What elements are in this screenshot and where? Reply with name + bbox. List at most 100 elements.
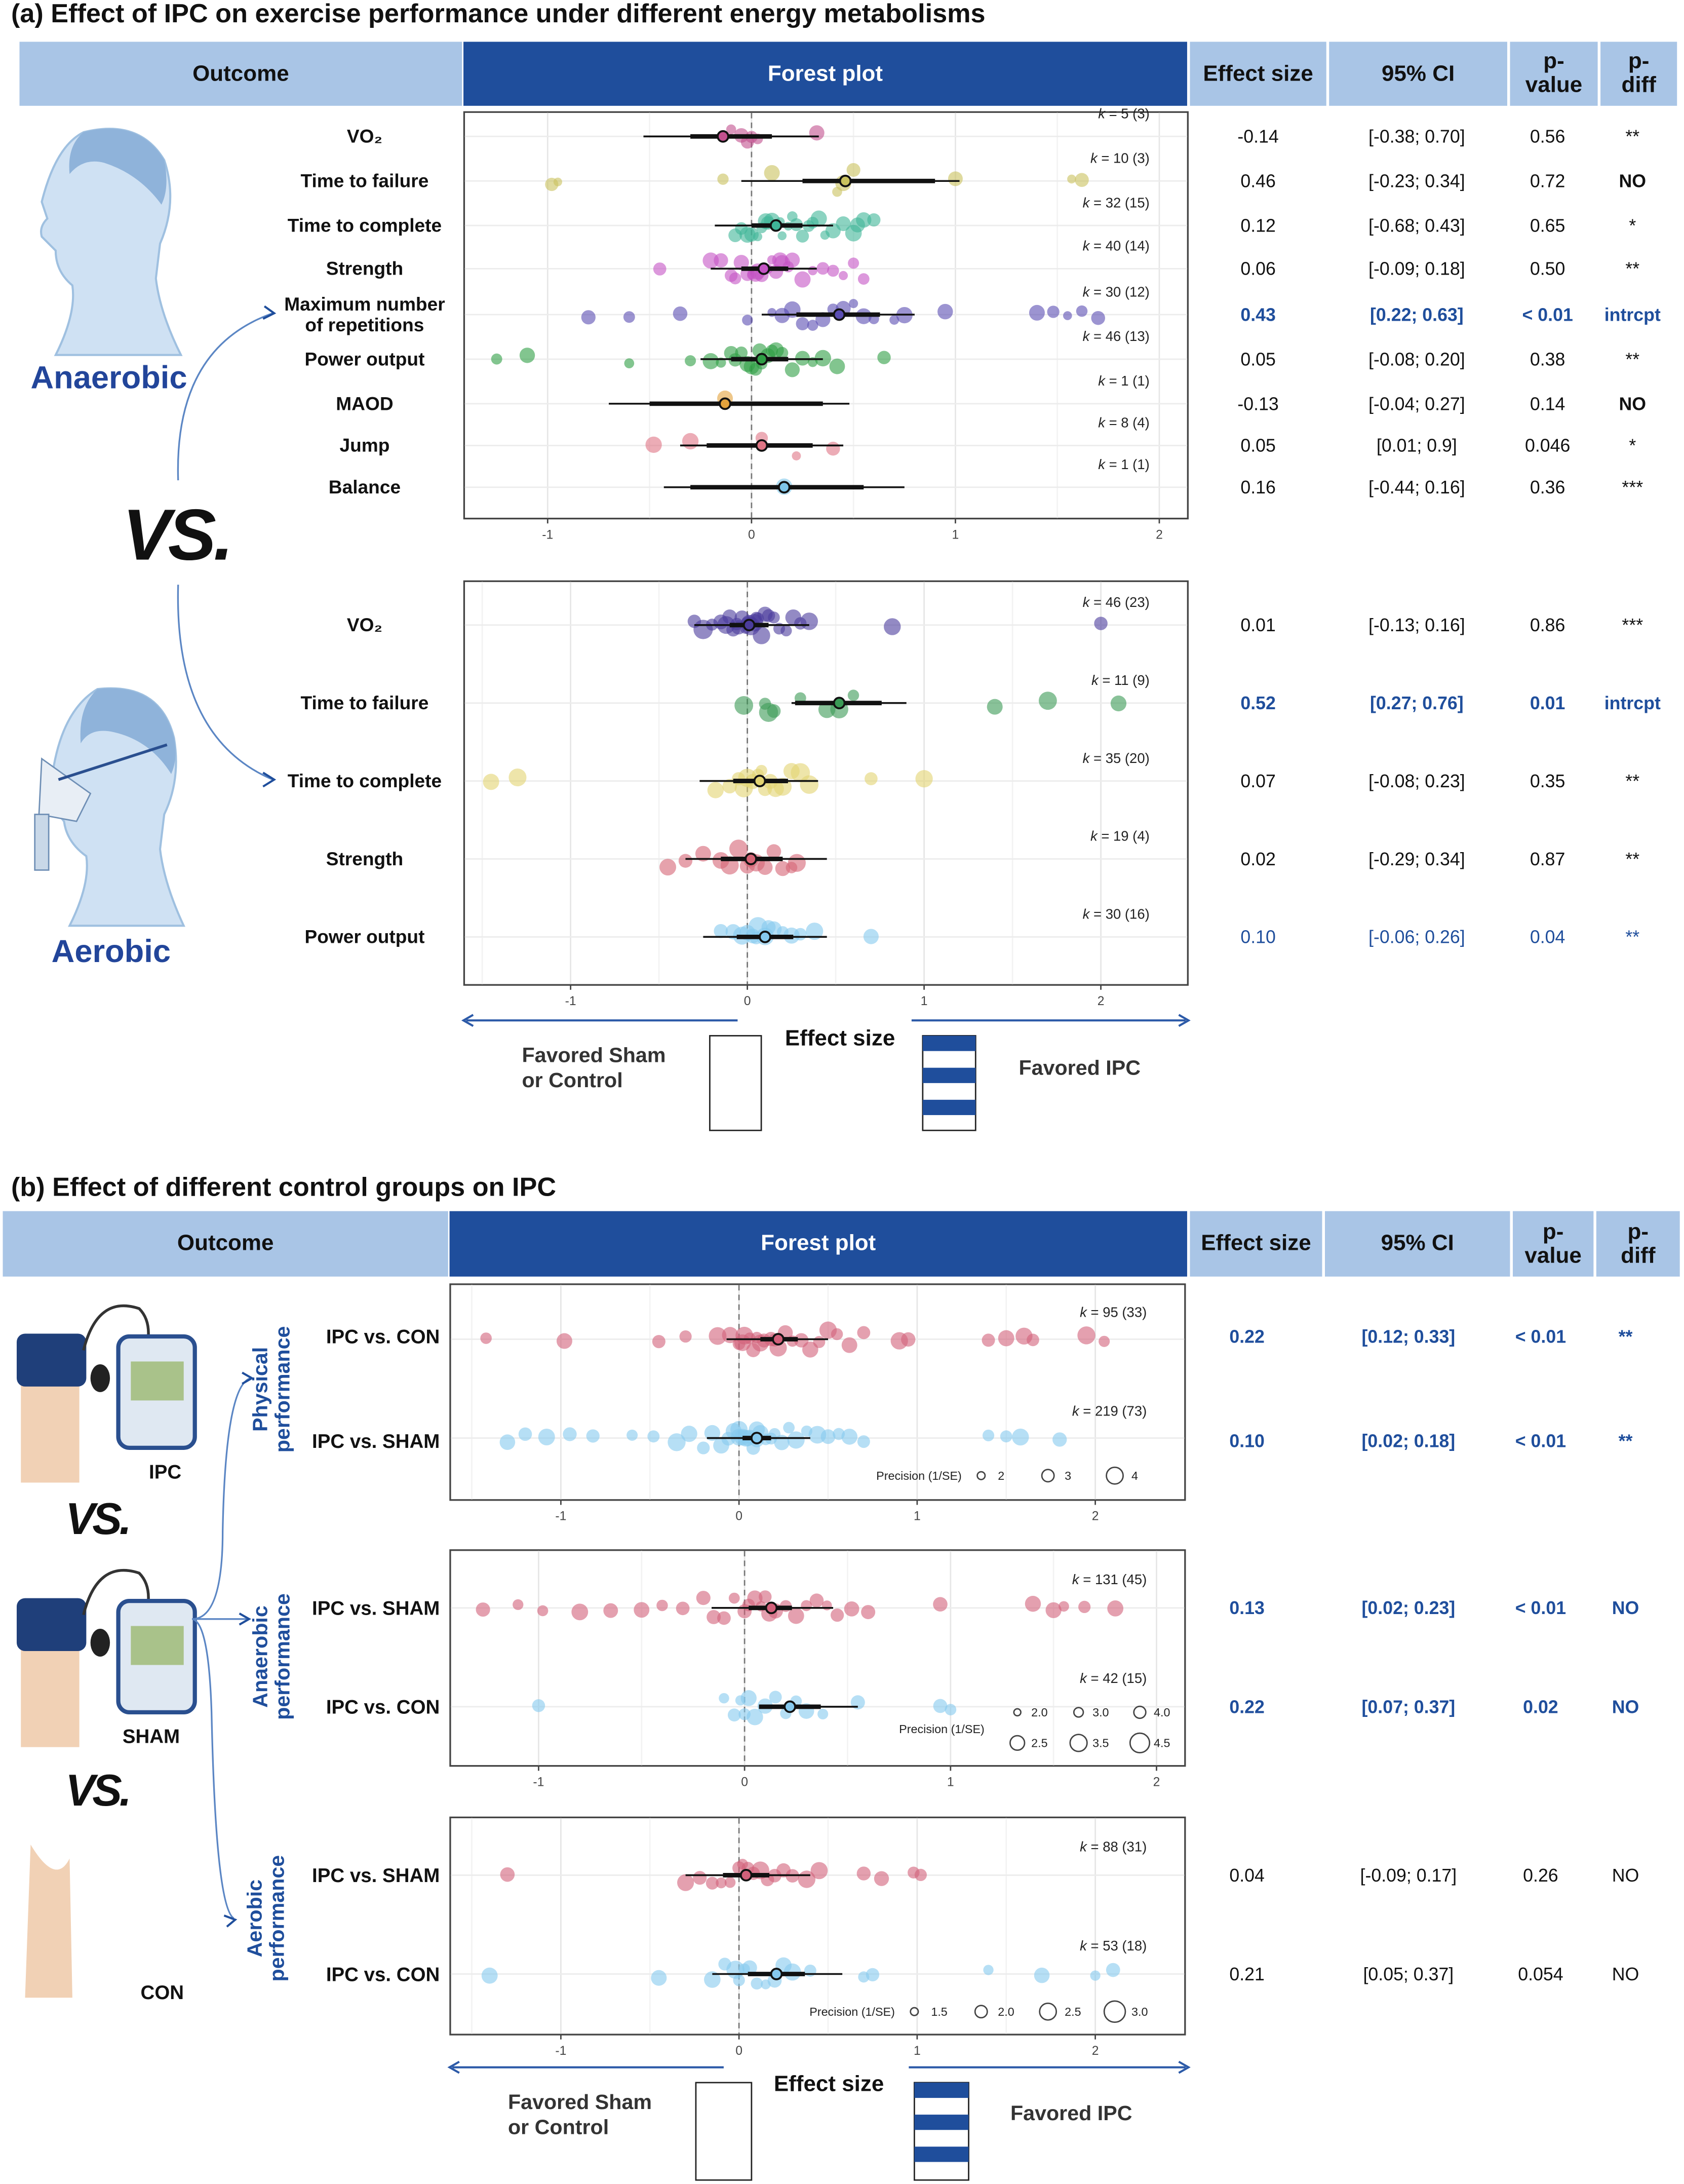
forest-plot-anaerobic: -1 0 1 2 k = 5 (3) k = 10 (3) k = 32 (15) k = 4…: [463, 106, 1189, 542]
study-point: [788, 854, 806, 872]
study-point: [508, 769, 527, 787]
size-legend-circle: [1106, 1466, 1124, 1485]
x-tick-label: 2: [1098, 994, 1105, 1008]
x-tick-label: -1: [555, 1510, 566, 1523]
outcome-label: Time to failure: [300, 693, 429, 714]
study-point: [645, 436, 662, 453]
study-point: [785, 362, 800, 377]
series-row: k = 10 (3): [545, 150, 1150, 197]
p-value: 0.35: [1530, 770, 1565, 792]
study-point: [476, 1602, 490, 1617]
anaerobic-label: Anaerobic: [30, 359, 187, 396]
study-point: [769, 1691, 782, 1704]
k-label: k = 46 (23): [1083, 594, 1150, 610]
p-diff-value: **: [1618, 1430, 1633, 1451]
study-point: [757, 859, 773, 875]
ci-value: [-0.44; 0.16]: [1368, 477, 1465, 498]
study-point: [729, 839, 748, 858]
size-legend-circle: [1073, 1707, 1084, 1718]
study-point: [500, 1867, 515, 1882]
pooled-estimate-marker: [739, 1869, 753, 1882]
study-point: [716, 1877, 727, 1889]
k-label: k = 8 (4): [1098, 415, 1150, 431]
size-legend-circle: [1041, 1469, 1055, 1483]
k-label: k = 35 (20): [1083, 750, 1150, 766]
x-tick-label: 0: [744, 994, 751, 1008]
study-point: [1045, 1602, 1062, 1619]
p-value: 0.65: [1530, 215, 1565, 236]
study-point: [1099, 1335, 1110, 1347]
p-value: < 0.01: [1515, 1326, 1566, 1347]
comparison-label: IPC vs. CON: [326, 1695, 440, 1718]
x-tick-label: 0: [741, 1776, 748, 1789]
study-point: [809, 125, 825, 141]
header-p-value: p- value: [1510, 42, 1598, 106]
ci-value: [-0.09; 0.17]: [1360, 1864, 1457, 1886]
effect-size-value: 0.04: [1229, 1864, 1265, 1886]
outcome-label: Power output: [304, 926, 425, 947]
study-point: [668, 1433, 686, 1451]
study-point: [734, 696, 754, 715]
study-point: [982, 1333, 995, 1347]
pooled-estimate-marker: [759, 930, 771, 943]
favored-ipc-label-b: Favored IPC: [1010, 2102, 1132, 2126]
study-point: [808, 265, 817, 276]
study-point: [866, 1968, 880, 1981]
study-point: [829, 358, 845, 374]
k-label: k = 5 (3): [1098, 106, 1150, 122]
effect-size-value: 0.21: [1229, 1963, 1265, 1985]
study-point: [785, 252, 800, 268]
outcome-label: VO₂: [346, 615, 383, 636]
group-aerobic-performance: Aerobic performance: [243, 1855, 290, 1982]
size-legend-circle: [1133, 1705, 1147, 1719]
study-point: [673, 306, 688, 321]
study-point: [702, 353, 719, 369]
k-label: k = 32 (15): [1083, 195, 1150, 210]
ci-value: [0.02; 0.23]: [1361, 1597, 1456, 1619]
study-point: [1078, 1600, 1091, 1614]
header-outcome: Outcome: [19, 42, 462, 106]
con-arm-illustration: [25, 1844, 72, 1998]
size-legend-circle: [1009, 1735, 1026, 1751]
ci-value: [0.22; 0.63]: [1370, 304, 1464, 325]
size-legend-circle: [1103, 2000, 1126, 2023]
series-row: k = 46 (13): [491, 328, 1150, 377]
forest-plot-aerobic: -1 0 1 2 k = 46 (23) k = 11 (9) k = 35 (20) k =…: [463, 580, 1189, 1008]
study-point: [537, 1605, 549, 1617]
pooled-estimate-marker: [753, 775, 766, 787]
study-point: [768, 611, 780, 624]
study-point: [1000, 1430, 1012, 1443]
study-point: [1038, 692, 1057, 710]
series-row: k = 42 (15): [532, 1670, 1147, 1726]
study-point: [777, 231, 787, 241]
study-point: [1027, 1333, 1039, 1347]
comparison-label: IPC vs. SHAM: [312, 1430, 440, 1452]
study-point: [747, 1708, 763, 1726]
study-point: [682, 433, 699, 450]
series-row: k = 30 (12): [581, 284, 1150, 331]
p-diff-value: **: [1625, 926, 1640, 947]
vs-label-1: VS.: [65, 1493, 132, 1544]
study-point: [817, 1708, 829, 1719]
effect-size-value: 0.05: [1240, 435, 1276, 456]
study-point: [857, 273, 870, 285]
size-legend-value: 3.0: [1092, 1706, 1109, 1719]
study-point: [983, 1965, 994, 1975]
study-point: [1059, 1601, 1069, 1612]
k-label: k = 1 (1): [1098, 456, 1150, 472]
size-legend-value: 2.5: [1031, 1737, 1047, 1750]
study-point: [764, 165, 780, 181]
outcome-label: Balance: [328, 477, 401, 498]
forest-plot-anaerobic-b: -1 0 1 2 k = 131 (45) k = 42 (15) Precision (1…: [449, 1549, 1186, 1789]
series-row: k = 40 (14): [653, 238, 1150, 288]
study-point: [796, 229, 809, 243]
p-diff-value: **: [1625, 848, 1640, 870]
header-forest-plot: Forest plot: [463, 42, 1187, 106]
size-legend-title: Precision (1/SE): [899, 1722, 985, 1736]
x-tick-label: 1: [952, 528, 959, 542]
study-point: [810, 1862, 828, 1880]
k-label: k = 131 (45): [1072, 1572, 1147, 1587]
size-legend-circle: [1069, 1734, 1088, 1752]
p-value: < 0.01: [1515, 1430, 1566, 1451]
p-diff-value: *: [1629, 435, 1636, 456]
